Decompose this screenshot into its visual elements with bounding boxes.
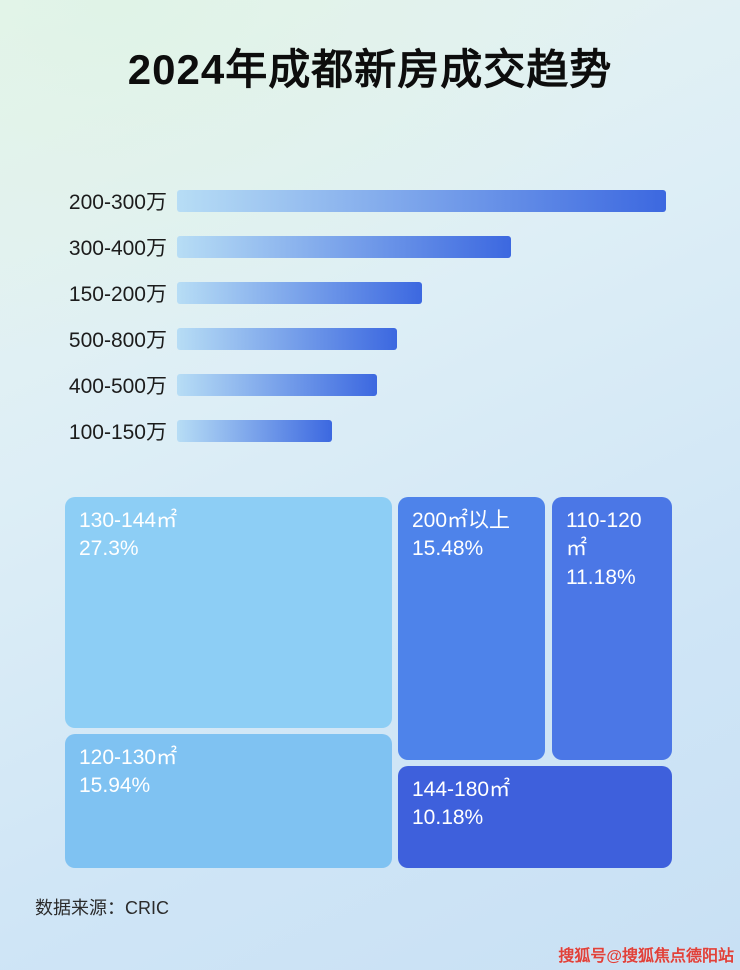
treemap-block-percent: 11.18% (566, 565, 636, 589)
bar-category-label: 400-500万 (68, 375, 167, 398)
bar-row: 500-800万 (35, 316, 676, 362)
bar-fill (177, 328, 397, 350)
bar-fill (177, 190, 667, 212)
bar-row: 200-300万 (35, 178, 676, 224)
treemap-chart: 130-144㎡ 27.3% 200㎡以上 15.48% 110-120㎡ 11… (65, 497, 672, 868)
treemap-block-percent: 10.18% (412, 806, 484, 830)
bar-category-label: 300-400万 (68, 237, 167, 260)
treemap-block-label: 144-180㎡ (412, 778, 511, 801)
bar-track (177, 328, 676, 350)
bar-category-label: 200-300万 (68, 191, 167, 214)
treemap-block-label: 130-144㎡ (79, 509, 178, 532)
treemap-block-label: 110-120㎡ (566, 509, 642, 561)
bar-fill (177, 374, 377, 396)
treemap-block-200-plus: 200㎡以上 15.48% (398, 497, 545, 760)
bar-track (177, 190, 676, 212)
treemap-block-130-144: 130-144㎡ 27.3% (65, 497, 392, 728)
bar-fill (177, 420, 332, 442)
bar-fill (177, 282, 422, 304)
bar-row: 300-400万 (35, 224, 676, 270)
treemap-block-text: 200㎡以上 15.48% (398, 497, 545, 574)
watermark-text: 搜狐号@搜狐焦点德阳站 (558, 948, 734, 965)
treemap-block-110-120: 110-120㎡ 11.18% (552, 497, 672, 760)
bar-track (177, 374, 676, 396)
bar-chart: 200-300万 300-400万 150-200万 500-800万 400-500万… (35, 178, 676, 454)
bar-row: 150-200万 (35, 270, 676, 316)
page-title: 2024年成都新房成交趋势 (127, 46, 613, 93)
treemap-block-text: 120-130㎡ 15.94% (65, 734, 392, 811)
data-source-text: 数据来源：CRIC (35, 898, 169, 918)
bar-fill (177, 236, 512, 258)
treemap-block-144-180: 144-180㎡ 10.18% (398, 766, 672, 868)
bar-category-label: 500-800万 (68, 329, 167, 352)
treemap-block-text: 110-120㎡ 11.18% (552, 497, 672, 602)
treemap-block-label: 200㎡以上 (412, 509, 511, 532)
treemap-block-text: 130-144㎡ 27.3% (65, 497, 392, 574)
treemap-block-percent: 15.48% (412, 537, 484, 561)
bar-track (177, 236, 676, 258)
bar-row: 100-150万 (35, 408, 676, 454)
bar-track (177, 282, 676, 304)
treemap-block-text: 144-180㎡ 10.18% (398, 766, 672, 843)
bar-row: 400-500万 (35, 362, 676, 408)
treemap-block-percent: 27.3% (79, 537, 139, 561)
treemap-block-percent: 15.94% (79, 774, 151, 798)
bar-category-label: 100-150万 (68, 421, 167, 444)
bar-track (177, 420, 676, 442)
treemap-block-120-130: 120-130㎡ 15.94% (65, 734, 392, 868)
treemap-block-label: 120-130㎡ (79, 746, 178, 769)
bar-category-label: 150-200万 (68, 283, 167, 306)
